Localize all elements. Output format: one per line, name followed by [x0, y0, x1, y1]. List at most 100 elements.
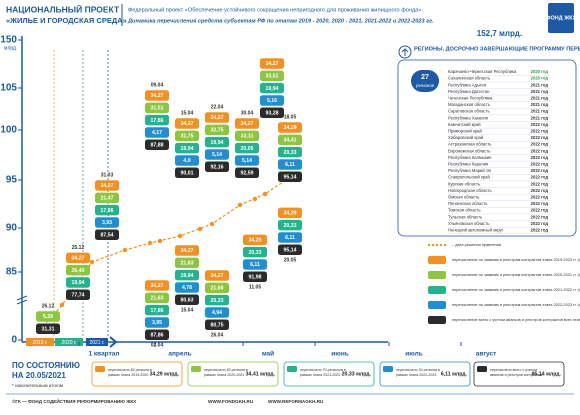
stack-value: 21,63: [151, 296, 164, 302]
stack-box: [36, 323, 60, 334]
summary-value: 34,41 млрд.: [246, 371, 276, 377]
region-name: Чеченская Республика: [448, 96, 493, 101]
progress-dot: [177, 233, 183, 239]
region-year: 2022 год: [531, 228, 549, 233]
region-year: 2021 год: [531, 89, 549, 94]
stack-date: 26.12: [42, 304, 55, 310]
region-name: Приморский край: [448, 129, 482, 134]
progress-dot: [252, 196, 258, 202]
stack-box: [66, 264, 90, 276]
progress-dot: [89, 259, 95, 265]
summary-value: 95,14 млрд.: [532, 371, 562, 377]
stack-value: 5,16: [267, 98, 277, 104]
progress-dot: [209, 221, 215, 227]
summary-text-line: рамках этапа 2022-2023: [396, 373, 436, 377]
legend-text: перечисление по заявкам и реестрам контр…: [452, 272, 580, 277]
legend-swatch: [428, 286, 446, 294]
stack-box: [260, 58, 284, 69]
stack-box: [278, 219, 302, 231]
legend-text: перечисление всего с учетом авансов и ре…: [452, 317, 580, 322]
stack-box: [278, 146, 302, 158]
region-name: Республика Хакасия: [448, 115, 488, 120]
stack-value: 31,51: [151, 106, 164, 112]
stack-value: 34,27: [241, 121, 254, 127]
stack-value: 91,98: [249, 274, 262, 280]
stack-box: [145, 114, 169, 126]
region-name: Ставропольский край: [448, 175, 490, 180]
stack-box: [278, 122, 302, 133]
stack-box: [175, 257, 199, 269]
y-tick-label: 85: [6, 267, 18, 278]
region-name: Карачаево-Черкесская Республика: [448, 69, 517, 74]
summary-swatch: [287, 366, 297, 372]
region-name: Республика Дагестан: [448, 89, 490, 94]
stack-box: [66, 277, 90, 288]
stack-box: [145, 127, 169, 138]
stack-value: 77,74: [72, 292, 85, 298]
region-name: Ульяновская область: [448, 221, 490, 226]
stack-box: [278, 159, 302, 170]
stack-date: 15.04: [181, 111, 194, 117]
region-name: Астраханская область: [448, 142, 492, 147]
month-label: июнь: [331, 351, 348, 358]
region-name: Хабаровский край: [448, 135, 484, 140]
footer-copyright: ©ГК — ФОНД СОДЕЙСТВИЯ РЕФОРМИРОВАНИЮ ЖКХ: [12, 397, 137, 404]
stack-value: 3,93: [102, 220, 112, 226]
stack-box: [278, 244, 302, 255]
stack-value: 95,14: [284, 174, 297, 180]
status-note: * накопительным итогом: [12, 383, 63, 388]
region-year: 2022 год: [531, 221, 549, 226]
stack-box: [205, 294, 229, 306]
stack-box: [235, 130, 259, 142]
progress-dot: [157, 238, 163, 244]
region-year: 2022 год: [531, 195, 549, 200]
stack-value: 31,75: [181, 134, 194, 140]
stack-box: [205, 319, 229, 330]
stack-box: [205, 149, 229, 160]
region-year: 2020 год: [531, 69, 549, 74]
summary-text-line: перечислено 82 региона в: [204, 368, 248, 372]
stack-value: 19,94: [181, 273, 194, 279]
y-tick-label: 105: [0, 83, 17, 94]
stack-box: [205, 270, 229, 281]
stack-value: 34,29: [249, 238, 262, 244]
stack-value: 34,27: [151, 93, 164, 99]
stack-box: [95, 180, 119, 191]
total: 152,7 млрд.: [477, 29, 522, 38]
stack-box: [175, 142, 199, 154]
summary-box: [379, 361, 471, 387]
stack-value: 33,51: [266, 74, 279, 80]
regions-arrow: [401, 48, 409, 56]
stack-value: 6,11: [285, 235, 295, 241]
footer-site1: WWW.FONDGKH.RU: [208, 399, 254, 404]
summary-value: 6,11 млрд.: [441, 371, 468, 377]
stack-box: [95, 204, 119, 216]
region-name: Республика Карелия: [448, 162, 488, 167]
stack-value: 6,11: [250, 262, 260, 268]
footer-site2: WWW.REFORMAGKH.RU: [268, 399, 324, 404]
stack-value: 21,47: [101, 196, 114, 202]
year-label: 2020 г.: [61, 340, 76, 346]
stack-box: [145, 280, 169, 291]
summary-text: перечислено всего с учетом авансов и реес…: [490, 368, 542, 377]
stack-box: [205, 307, 229, 318]
stack-date: 31.03: [101, 173, 114, 179]
stack-box: [278, 171, 302, 182]
stack-value: 34,27: [101, 183, 114, 189]
region-year: 2021 год: [531, 82, 549, 87]
project-name: «ЖИЛЬЕ И ГОРОДСКАЯ СРЕДА»: [6, 16, 127, 25]
stack-value: 87,88: [151, 142, 164, 148]
region-year: 2022 год: [531, 175, 549, 180]
stack-value: 17,86: [101, 208, 114, 214]
stack-box: [278, 232, 302, 243]
stack-value: 21,63: [181, 261, 194, 267]
summary-swatch: [383, 366, 393, 372]
summary-value: 20,33 млрд.: [342, 371, 372, 377]
region-year: 2022 год: [531, 181, 549, 186]
year-tag: [55, 338, 83, 346]
stack-value: 21,60: [211, 286, 224, 292]
status-line1: ПО СОСТОЯНИЮ: [12, 361, 80, 370]
stack-value: 95,14: [284, 247, 297, 253]
summary-box: [187, 361, 279, 387]
stack-value: 19,94: [181, 146, 194, 152]
